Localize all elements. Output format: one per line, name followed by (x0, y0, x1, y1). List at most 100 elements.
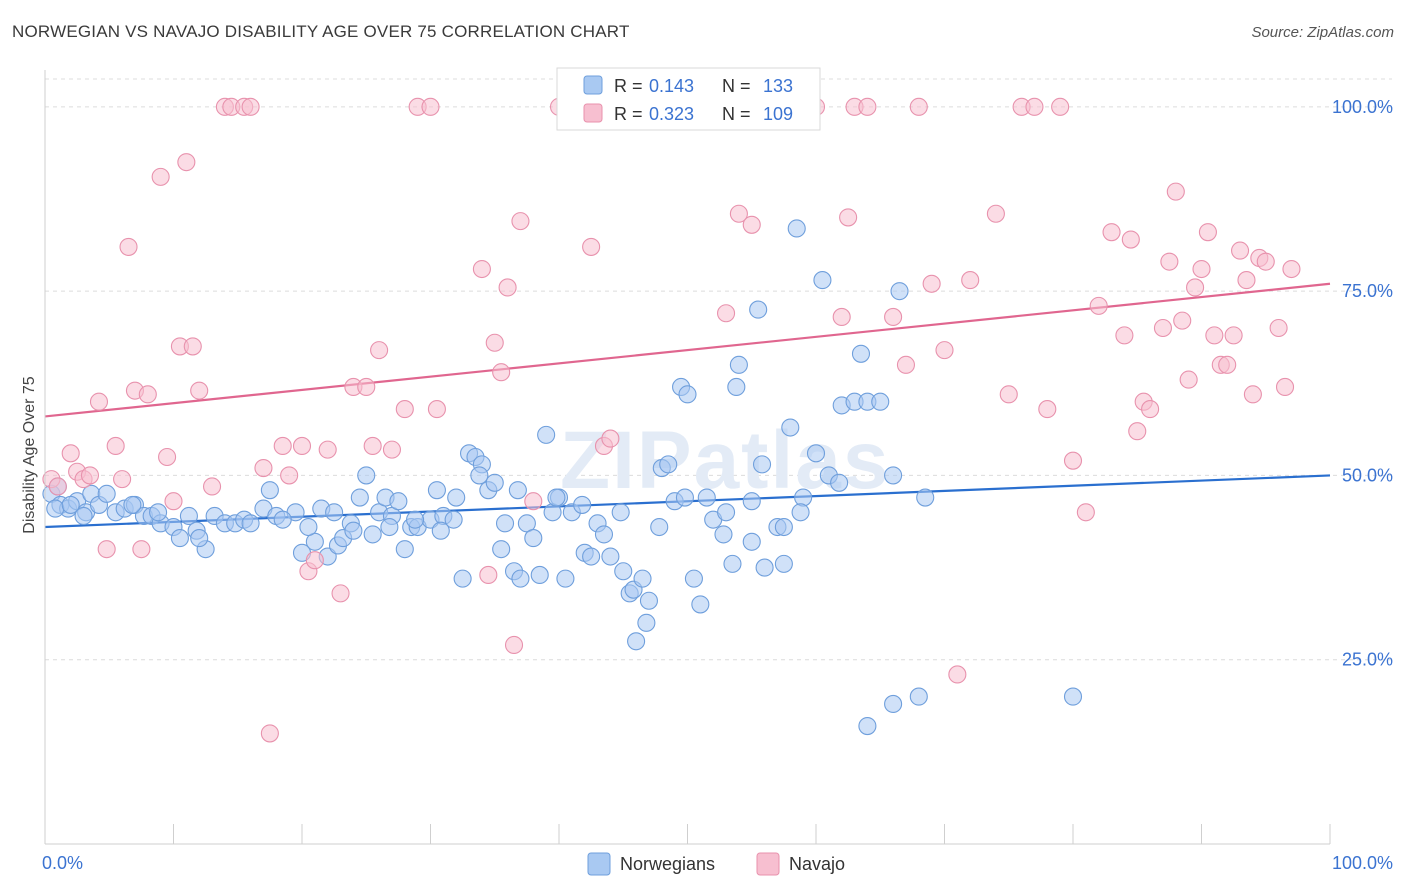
legend-r-label: R = (614, 104, 643, 124)
data-point-navajo (1141, 400, 1160, 419)
data-point-navajo (305, 551, 324, 570)
data-point-norwegians (806, 444, 826, 463)
data-point-norwegians (97, 484, 116, 503)
data-point-navajo (273, 436, 292, 455)
data-point-norwegians (325, 503, 344, 522)
data-point-navajo (472, 259, 491, 279)
data-point-navajo (504, 635, 524, 655)
data-point-norwegians (444, 510, 463, 529)
data-point-norwegians (427, 481, 446, 500)
data-point-norwegians (774, 517, 793, 537)
data-point-navajo (61, 444, 80, 463)
data-point-norwegians (74, 506, 93, 526)
source-credit: Source: ZipAtlas.com (1251, 24, 1394, 41)
y-tick-label: 25.0% (1342, 650, 1393, 670)
data-point-norwegians (884, 466, 903, 485)
data-point-norwegians (742, 492, 761, 511)
data-point-norwegians (453, 569, 472, 588)
data-point-norwegians (350, 488, 369, 507)
data-point-navajo (1166, 182, 1185, 201)
legend-n-label: N = (722, 104, 751, 124)
legend-n-value: 133 (763, 76, 793, 96)
legend-swatch-norwegians (587, 852, 611, 876)
data-point-norwegians (723, 554, 742, 573)
data-point-navajo (1198, 223, 1217, 242)
data-point-norwegians (537, 425, 556, 444)
data-point-norwegians (916, 488, 935, 507)
data-point-navajo (80, 466, 100, 485)
data-point-norwegians (684, 569, 703, 588)
data-point-navajo (395, 400, 414, 419)
data-point-navajo (138, 385, 157, 404)
data-point-navajo (1173, 311, 1192, 330)
data-point-norwegians (714, 525, 733, 544)
data-point-norwegians (123, 495, 142, 514)
data-point-navajo (260, 724, 279, 743)
data-point-navajo (986, 204, 1005, 223)
data-point-norwegians (659, 455, 678, 474)
data-point-norwegians (851, 344, 871, 363)
data-point-norwegians (492, 540, 511, 559)
data-point-navajo (1179, 370, 1198, 389)
data-point-norwegians (742, 532, 761, 551)
data-point-navajo (357, 377, 376, 397)
data-point-norwegians (729, 355, 748, 374)
data-point-norwegians (530, 565, 549, 584)
data-point-navajo (190, 381, 209, 400)
y-tick-label: 75.0% (1342, 281, 1393, 301)
data-point-navajo (1243, 385, 1262, 404)
data-point-navajo (1205, 326, 1224, 345)
data-point-norwegians (241, 514, 260, 533)
data-point-norwegians (830, 473, 849, 492)
legend-n-value: 109 (763, 104, 793, 124)
data-point-navajo (292, 436, 312, 455)
data-point-navajo (858, 97, 877, 116)
data-point-norwegians (556, 569, 575, 588)
data-point-norwegians (495, 514, 515, 533)
data-point-norwegians (871, 392, 890, 411)
data-point-navajo (1051, 97, 1070, 116)
data-point-norwegians (791, 503, 810, 522)
data-point-norwegians (149, 503, 168, 522)
data-point-navajo (203, 477, 222, 496)
data-point-norwegians (511, 569, 530, 588)
data-point-navajo (935, 341, 954, 360)
data-point-navajo (511, 212, 530, 231)
data-point-norwegians (299, 517, 318, 537)
legend-stats: R = 0.143 N = 133 R = 0.323 N = 109 (556, 67, 821, 131)
legend-series: Norwegians Navajo (587, 852, 845, 876)
data-point-norwegians (884, 694, 903, 713)
data-point-norwegians (594, 525, 614, 544)
data-point-navajo (421, 97, 440, 116)
y-axis-title: Disability Age Over 75 (21, 376, 38, 534)
data-point-navajo (729, 204, 748, 223)
data-point-norwegians (752, 455, 772, 474)
data-point-norwegians (190, 529, 209, 548)
data-point-navajo (1224, 326, 1243, 345)
data-point-navajo (1256, 252, 1275, 271)
data-point-navajo (896, 355, 916, 374)
data-point-navajo (922, 274, 941, 293)
data-point-navajo (1186, 278, 1205, 297)
legend-r-label: R = (614, 76, 643, 96)
data-point-norwegians (363, 525, 382, 544)
data-point-navajo (164, 492, 183, 511)
data-point-navajo (1231, 241, 1250, 260)
data-point-norwegians (813, 271, 832, 290)
data-point-navajo (1153, 318, 1172, 338)
data-point-navajo (485, 333, 504, 352)
data-point-navajo (601, 429, 620, 448)
data-point-norwegians (697, 488, 716, 507)
data-point-norwegians (389, 492, 408, 511)
data-point-navajo (106, 436, 125, 455)
data-point-navajo (909, 97, 928, 116)
data-point-norwegians (794, 488, 813, 507)
legend-r-value: 0.323 (649, 104, 694, 124)
data-point-navajo (183, 337, 202, 356)
data-point-norwegians (524, 529, 543, 548)
data-point-navajo (370, 341, 389, 360)
data-point-navajo (48, 477, 67, 496)
data-point-navajo (119, 237, 138, 256)
data-point-navajo (1115, 326, 1134, 345)
